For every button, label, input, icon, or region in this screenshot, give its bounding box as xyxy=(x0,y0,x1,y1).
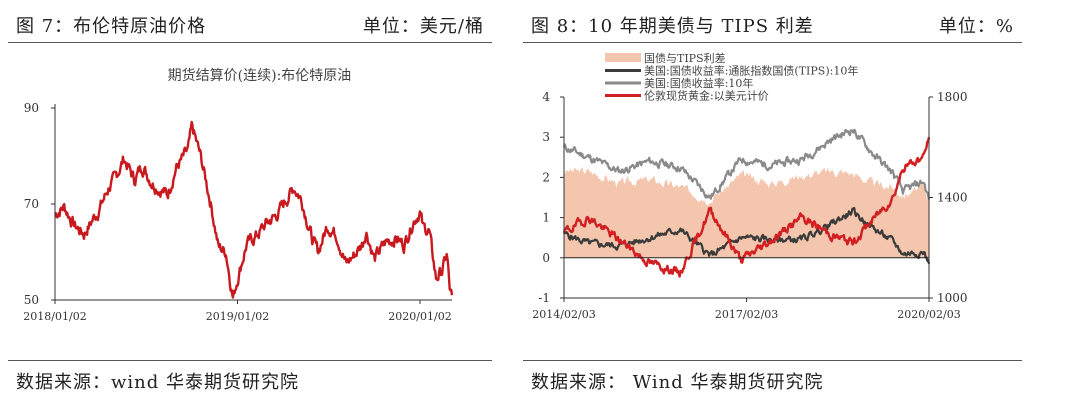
bottom-rule xyxy=(8,360,492,361)
left-y-tick-label: 1 xyxy=(542,211,550,225)
top-rule xyxy=(8,42,492,43)
x-tick-label: 2020/02/03 xyxy=(897,308,960,321)
x-tick-label: 2019/01/02 xyxy=(206,310,269,323)
right-y-tick-label: 1800 xyxy=(937,90,968,104)
brent-price-line xyxy=(53,120,454,299)
legend-label: 美国:国债收益率:通胀指数国债(TIPS):10年 xyxy=(644,64,858,78)
right-y-tick-label: 1400 xyxy=(937,191,968,205)
x-tick-label: 2017/02/03 xyxy=(715,308,778,321)
nominal-yield-line xyxy=(562,128,931,200)
source-note: 数据来源： Wind 华泰期货研究院 xyxy=(531,372,824,393)
tips-spread-chart: -1 0 1 2 3 4 1000 1400 1800 2014/02/03 2017/02/03 2… xyxy=(532,51,968,321)
unit-label: 单位：% xyxy=(938,16,1014,37)
x-tick-label: 2020/01/02 xyxy=(388,310,451,323)
left-y-tick-label: 3 xyxy=(542,130,550,144)
chart-title: 期货结算价(连续):布伦特原油 xyxy=(168,67,352,84)
figure-title: 图 7：布伦特原油价格 xyxy=(16,16,207,37)
x-tick-label: 2018/01/02 xyxy=(23,310,86,323)
x-tick-label: 2014/02/03 xyxy=(532,308,595,321)
left-y-tick-label: 0 xyxy=(542,251,550,265)
figure-panel-tips-spread: 图 8：10 年期美债与 TIPS 利差 单位：% -1 0 1 2 3 4 1000 140… xyxy=(515,0,1030,411)
left-y-tick-label: -1 xyxy=(538,291,550,305)
top-rule xyxy=(523,42,1022,43)
brent-chart: 期货结算价(连续):布伦特原油 50 70 90 2018/01/02 2019/01/0… xyxy=(23,67,454,323)
figure-panel-brent: 图 7：布伦特原油价格 单位：美元/桶 期货结算价(连续):布伦特原油 50 70 9… xyxy=(0,0,500,411)
unit-label: 单位：美元/桶 xyxy=(362,16,484,37)
right-y-tick-label: 1000 xyxy=(937,291,968,305)
y-tick-label: 70 xyxy=(24,197,39,211)
legend-label: 伦敦现货黄金:以美元计价 xyxy=(644,89,769,103)
figure-title: 图 8：10 年期美债与 TIPS 利差 xyxy=(531,16,814,37)
legend-label: 国债与TIPS利差 xyxy=(644,51,726,65)
figure-title-row: 图 8：10 年期美债与 TIPS 利差 单位：% xyxy=(531,12,1014,37)
left-y-tick-label: 2 xyxy=(542,170,550,184)
y-tick-label: 50 xyxy=(24,293,39,307)
bottom-rule xyxy=(523,360,1022,361)
y-tick-label: 90 xyxy=(24,101,39,115)
legend-label: 美国:国债收益率:10年 xyxy=(644,76,753,90)
gold-price-line xyxy=(562,136,931,278)
legend-swatch xyxy=(605,53,641,62)
figure-title-row: 图 7：布伦特原油价格 单位：美元/桶 xyxy=(16,12,484,37)
left-y-tick-label: 4 xyxy=(542,90,550,104)
source-note: 数据来源：wind 华泰期货研究院 xyxy=(16,372,299,393)
